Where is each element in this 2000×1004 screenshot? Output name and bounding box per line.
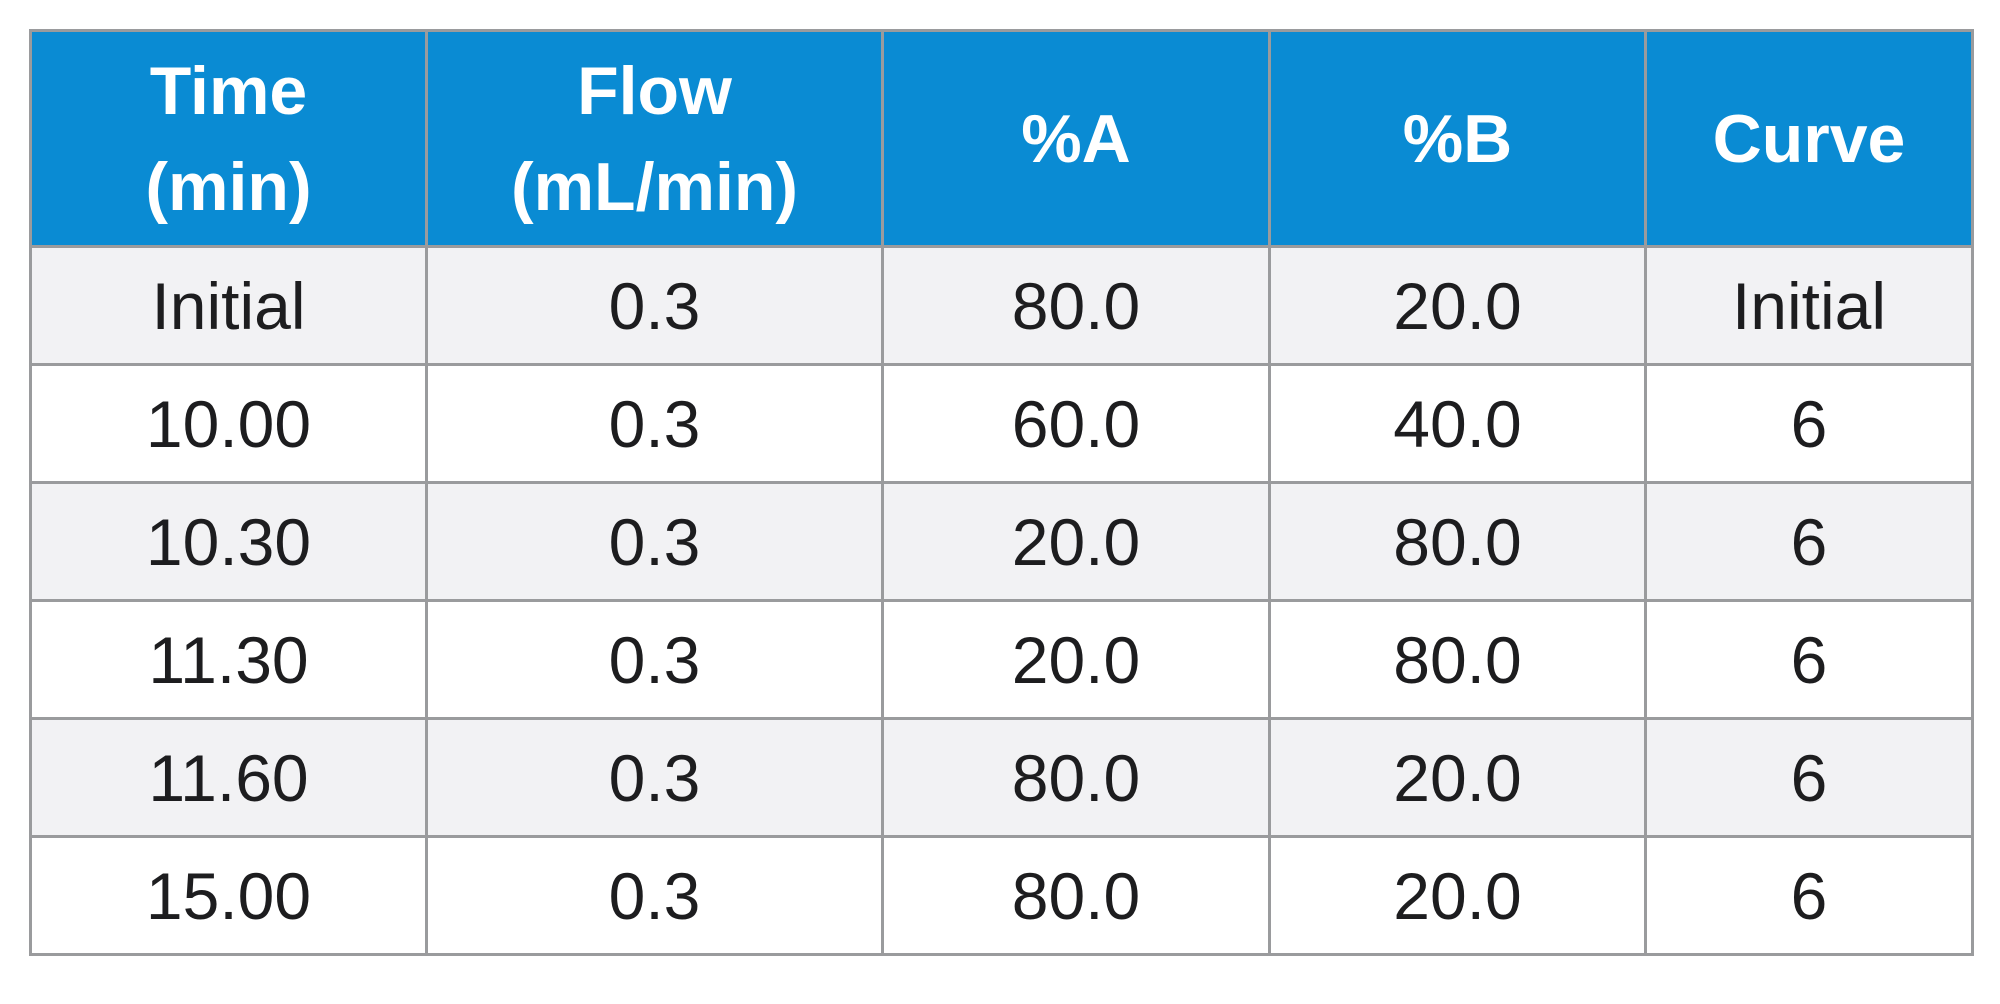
header-flow-label: Flow — [577, 52, 732, 129]
cell-curve: 6 — [1644, 835, 1974, 956]
cell-percent-b: 80.0 — [1268, 481, 1647, 602]
cell-percent-a: 20.0 — [881, 481, 1271, 602]
cell-time: 10.30 — [29, 481, 428, 602]
cell-time: 15.00 — [29, 835, 428, 956]
cell-percent-a: 20.0 — [881, 599, 1271, 720]
cell-curve: 6 — [1644, 717, 1974, 838]
cell-time: 11.30 — [29, 599, 428, 720]
cell-time: Initial — [29, 245, 428, 366]
cell-curve: Initial — [1644, 245, 1974, 366]
header-flow-unit: (mL/min) — [510, 148, 799, 225]
header-time-label: Time — [149, 52, 308, 129]
header-curve: Curve — [1644, 29, 1974, 248]
cell-percent-b: 20.0 — [1268, 717, 1647, 838]
cell-percent-b: 20.0 — [1268, 835, 1647, 956]
header-percent-b: %B — [1268, 29, 1647, 248]
cell-percent-b: 80.0 — [1268, 599, 1647, 720]
cell-percent-b: 20.0 — [1268, 245, 1647, 366]
cell-percent-a: 80.0 — [881, 245, 1271, 366]
cell-flow: 0.3 — [425, 599, 884, 720]
table-row: 15.00 0.3 80.0 20.0 6 — [29, 835, 1974, 956]
header-flow: Flow (mL/min) — [425, 29, 884, 248]
cell-flow: 0.3 — [425, 717, 884, 838]
header-row: Time (min) Flow (mL/min) %A %B Curve — [29, 29, 1974, 248]
cell-flow: 0.3 — [425, 245, 884, 366]
cell-percent-b: 40.0 — [1268, 363, 1647, 484]
header-time: Time (min) — [29, 29, 428, 248]
table-row: 11.60 0.3 80.0 20.0 6 — [29, 717, 1974, 838]
header-percent-a: %A — [881, 29, 1271, 248]
cell-curve: 6 — [1644, 363, 1974, 484]
table-row: 10.00 0.3 60.0 40.0 6 — [29, 363, 1974, 484]
cell-percent-a: 80.0 — [881, 717, 1271, 838]
table-row: 11.30 0.3 20.0 80.0 6 — [29, 599, 1974, 720]
table-row: 10.30 0.3 20.0 80.0 6 — [29, 481, 1974, 602]
cell-curve: 6 — [1644, 481, 1974, 602]
header-percent-a-label: %A — [1021, 100, 1131, 177]
cell-flow: 0.3 — [425, 481, 884, 602]
cell-time: 11.60 — [29, 717, 428, 838]
header-time-unit: (min) — [145, 148, 312, 225]
cell-flow: 0.3 — [425, 363, 884, 484]
header-curve-label: Curve — [1712, 100, 1906, 177]
cell-percent-a: 80.0 — [881, 835, 1271, 956]
gradient-table: Time (min) Flow (mL/min) %A %B Curve Ini… — [29, 29, 1974, 956]
cell-percent-a: 60.0 — [881, 363, 1271, 484]
cell-flow: 0.3 — [425, 835, 884, 956]
cell-time: 10.00 — [29, 363, 428, 484]
header-percent-b-label: %B — [1402, 100, 1513, 177]
cell-curve: 6 — [1644, 599, 1974, 720]
table-row: Initial 0.3 80.0 20.0 Initial — [29, 245, 1974, 366]
